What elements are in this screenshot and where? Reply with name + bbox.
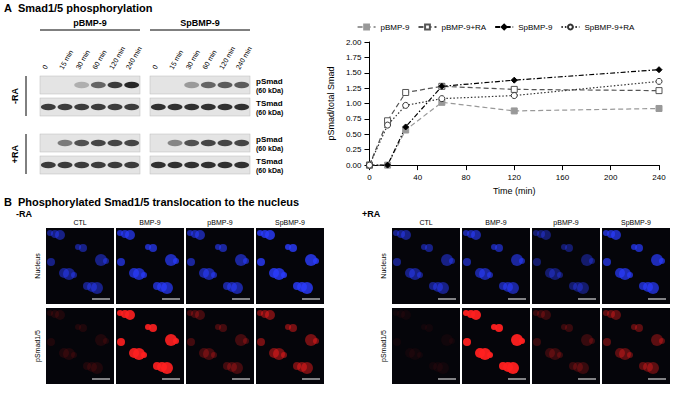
svg-text:60 min: 60 min — [91, 49, 108, 71]
svg-text:1.75: 1.75 — [346, 53, 362, 62]
svg-text:15 min: 15 min — [168, 49, 185, 71]
svg-text:0: 0 — [41, 64, 49, 71]
svg-text:pSmad: pSmad — [256, 77, 283, 86]
svg-text:SpBMP-9: SpBMP-9 — [180, 18, 220, 28]
svg-text:240 min: 240 min — [234, 45, 253, 70]
svg-text:240 min: 240 min — [124, 45, 143, 70]
svg-text:120 min: 120 min — [107, 45, 127, 71]
svg-text:SpBMP-9: SpBMP-9 — [518, 23, 553, 32]
svg-text:SpBMP-9: SpBMP-9 — [275, 219, 305, 227]
svg-text:60 min: 60 min — [201, 49, 218, 71]
svg-text:0.00: 0.00 — [346, 161, 362, 170]
svg-text:CTL: CTL — [419, 219, 432, 226]
svg-text:(60 kDa): (60 kDa) — [256, 145, 283, 153]
svg-text:+RA: +RA — [10, 144, 20, 163]
svg-text:pBMP-9: pBMP-9 — [381, 23, 410, 32]
svg-text:BMP-9: BMP-9 — [485, 219, 507, 226]
svg-text:0: 0 — [367, 173, 372, 182]
svg-text:BMP-9: BMP-9 — [139, 219, 161, 226]
svg-text:80: 80 — [462, 173, 471, 182]
svg-text:pBMP-9: pBMP-9 — [207, 219, 232, 227]
svg-text:pBMP-9: pBMP-9 — [553, 219, 578, 227]
svg-text:0.75: 0.75 — [346, 114, 362, 123]
svg-text:2.00: 2.00 — [346, 38, 362, 47]
svg-text:pSmad: pSmad — [256, 135, 283, 144]
svg-text:1.00: 1.00 — [346, 99, 362, 108]
svg-text:ASmad1/5 phosphorylation: ASmad1/5 phosphorylation — [4, 2, 153, 14]
svg-text:1.50: 1.50 — [346, 68, 362, 77]
svg-text:pSmad/total Smad: pSmad/total Smad — [326, 67, 336, 141]
svg-text:BPhosphorylated Smad1/5 transl: BPhosphorylated Smad1/5 translocation to… — [4, 196, 299, 208]
svg-text:+RA: +RA — [362, 209, 381, 219]
svg-text:30 min: 30 min — [184, 49, 201, 71]
svg-text:0: 0 — [151, 64, 159, 71]
svg-text:Nucleus: Nucleus — [380, 253, 387, 279]
svg-text:15 min: 15 min — [58, 49, 75, 71]
svg-text:0.50: 0.50 — [346, 130, 362, 139]
svg-text:(60 kDa): (60 kDa) — [256, 109, 283, 117]
svg-text:(60 kDa): (60 kDa) — [256, 87, 283, 95]
svg-text:120 min: 120 min — [217, 45, 237, 71]
svg-text:160: 160 — [556, 173, 570, 182]
svg-text:-RA: -RA — [16, 209, 32, 219]
svg-text:TSmad: TSmad — [256, 157, 283, 166]
svg-text:TSmad: TSmad — [256, 99, 283, 108]
svg-text:1.25: 1.25 — [346, 84, 362, 93]
svg-text:0.25: 0.25 — [346, 145, 362, 154]
svg-text:200: 200 — [604, 173, 618, 182]
svg-text:(60 kDa): (60 kDa) — [256, 167, 283, 175]
svg-text:120: 120 — [508, 173, 522, 182]
svg-text:240: 240 — [652, 173, 666, 182]
svg-text:SpBMP-9+RA: SpBMP-9+RA — [584, 23, 635, 32]
svg-text:pSmad1/5: pSmad1/5 — [380, 330, 388, 362]
svg-text:CTL: CTL — [73, 219, 86, 226]
svg-text:Nucleus: Nucleus — [34, 253, 41, 279]
svg-text:-RA: -RA — [10, 88, 20, 104]
svg-text:pBMP-9: pBMP-9 — [73, 18, 107, 28]
svg-text:30 min: 30 min — [74, 49, 91, 71]
svg-text:40: 40 — [413, 173, 422, 182]
svg-text:pBMP-9+RA: pBMP-9+RA — [441, 23, 486, 32]
svg-text:Time (min): Time (min) — [493, 186, 536, 196]
svg-text:SpBMP-9: SpBMP-9 — [621, 219, 651, 227]
svg-text:pSmad1/5: pSmad1/5 — [34, 330, 42, 362]
